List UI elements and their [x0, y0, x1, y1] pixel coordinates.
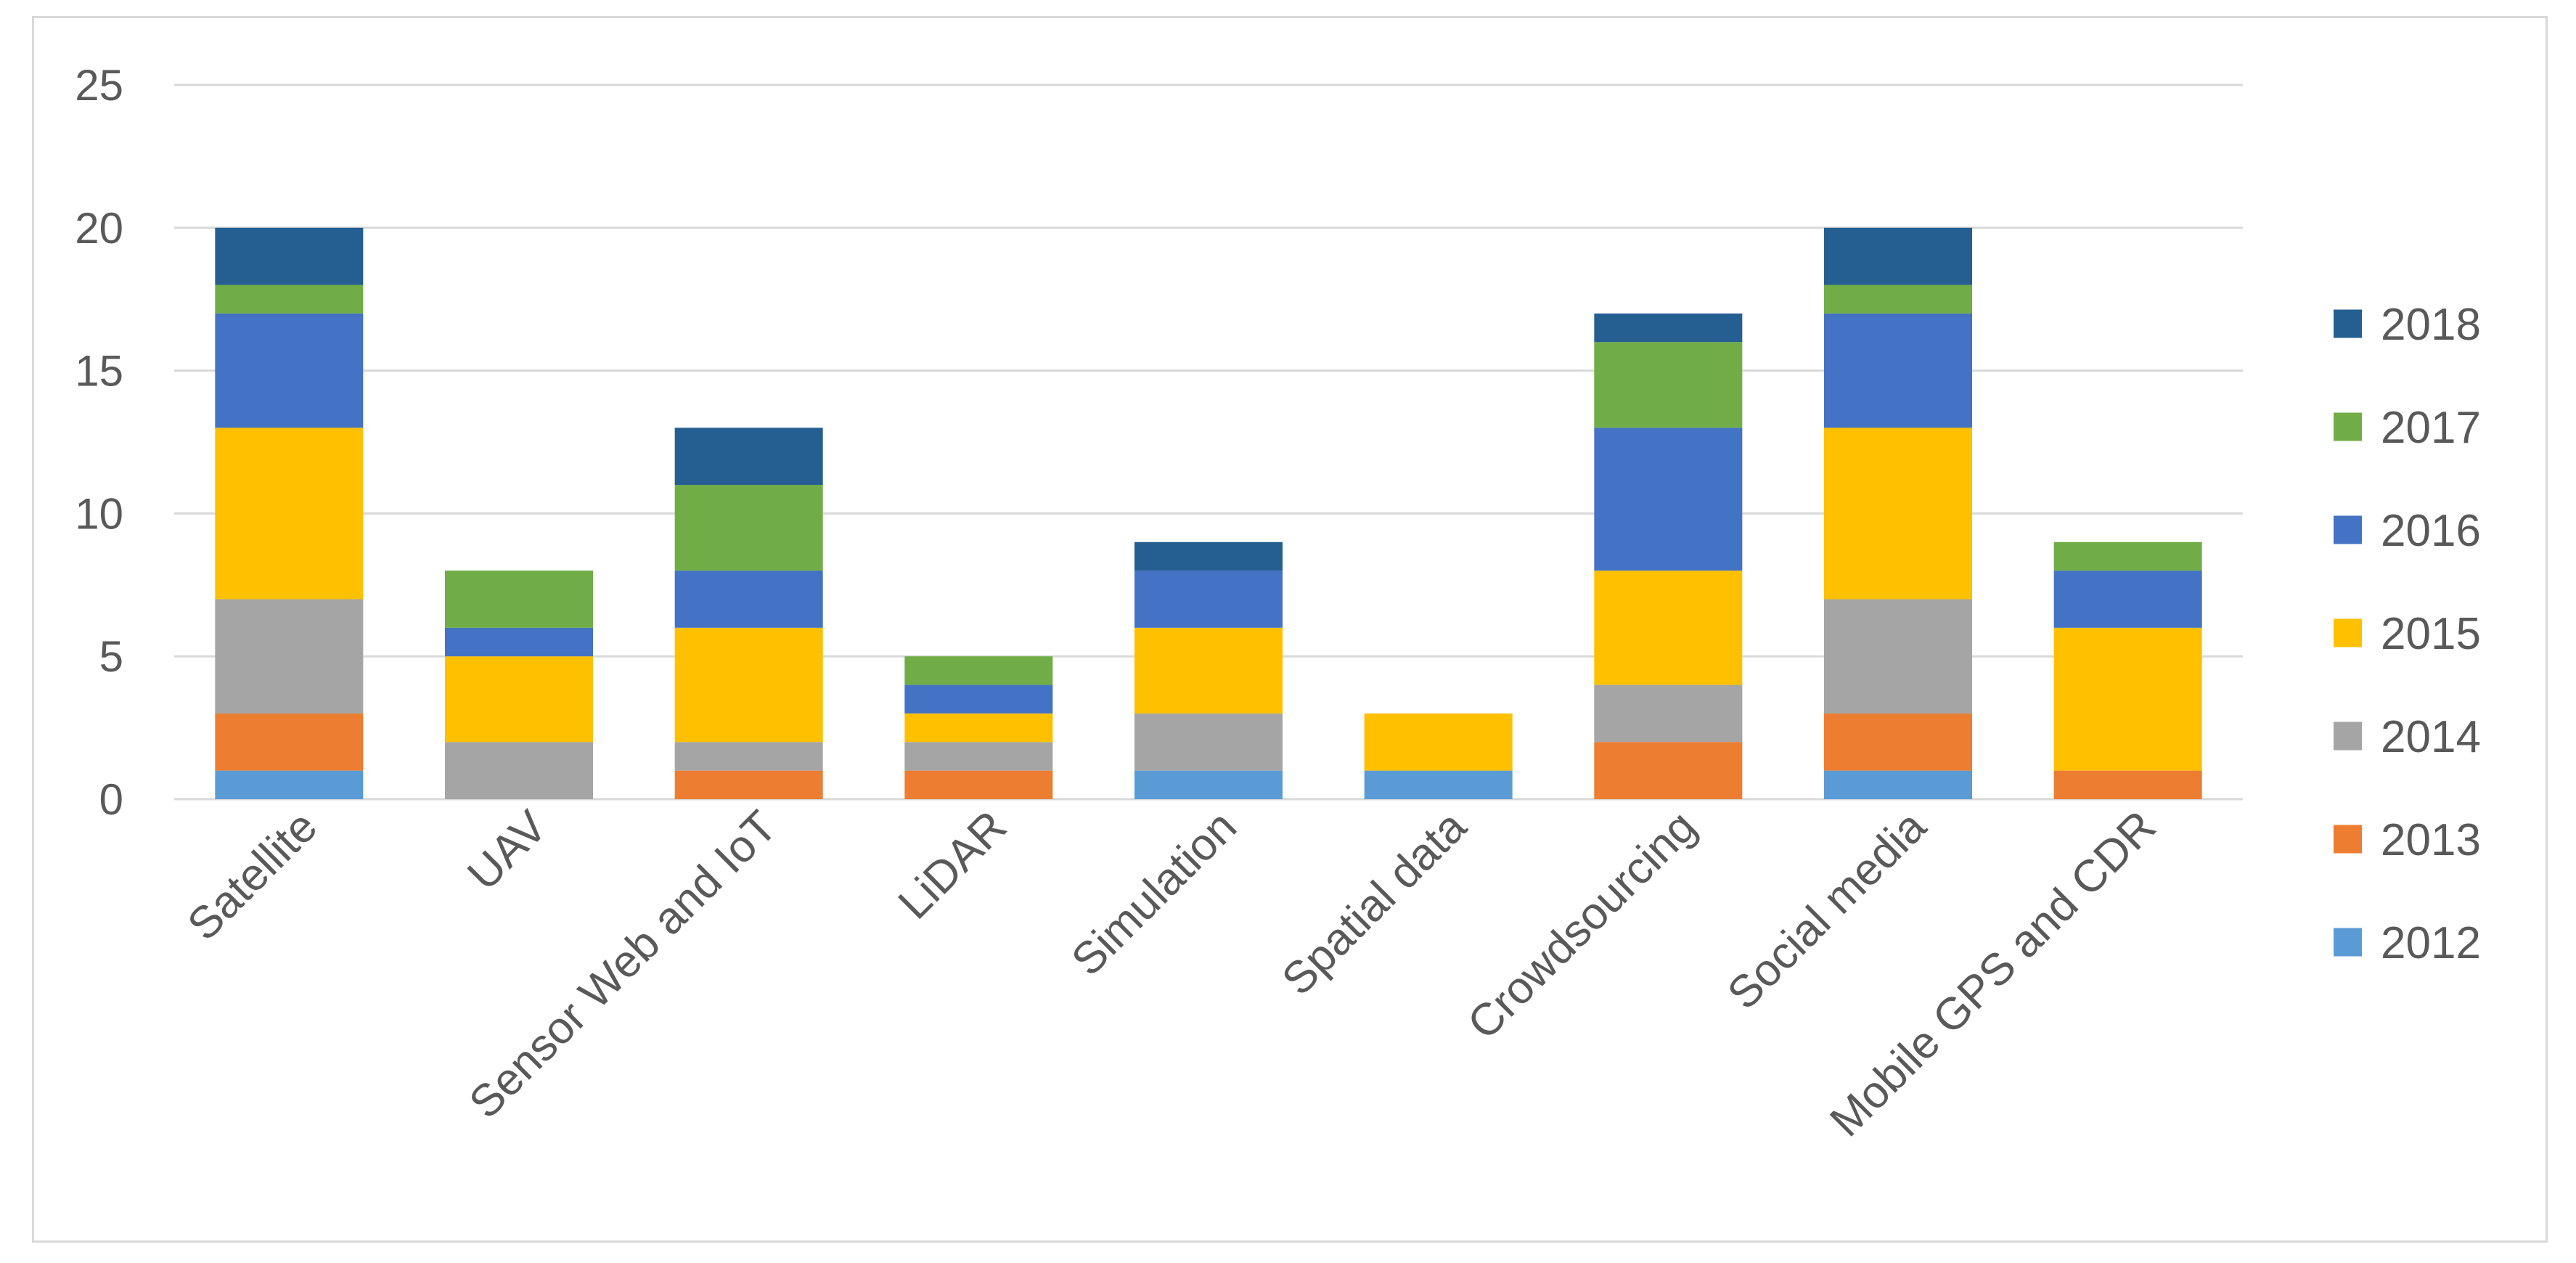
bar-segment-2015: [904, 713, 1053, 743]
bar-segment-2012: [215, 770, 364, 799]
bar-segment-2013: [1594, 742, 1743, 799]
bar-segment-2016: [1134, 571, 1283, 628]
bar-segment-2017: [674, 485, 823, 571]
y-axis-tick-labels: 0 5 10 15 20 25: [75, 61, 123, 824]
bar-stack-simulation: [1134, 541, 1283, 799]
bar-segment-2016: [2053, 571, 2202, 628]
bar-segment-2014: [1824, 599, 1972, 714]
bar-segment-2015: [215, 428, 364, 600]
bar-segment-2018: [1594, 313, 1743, 343]
bar-segment-2017: [1824, 285, 1972, 314]
bar-segment-2017: [215, 285, 364, 314]
bar-stack-uav: [445, 571, 593, 799]
bar-segment-2016: [1824, 313, 1972, 428]
bar-segment-2016: [674, 571, 823, 628]
legend-label: 2018: [2381, 300, 2481, 350]
legend-label: 2012: [2381, 918, 2481, 968]
bar-segment-2012: [1134, 770, 1283, 799]
bar-segment-2015: [1134, 627, 1283, 714]
y-tick-label: 10: [75, 489, 123, 538]
bar-segment-2015: [1824, 428, 1972, 600]
legend-item-2017: 2017: [2334, 403, 2481, 453]
bar-segment-2013: [2053, 770, 2202, 799]
bar-segment-2014: [904, 742, 1053, 771]
legend-label: 2015: [2381, 609, 2481, 659]
bar-segment-2014: [445, 742, 593, 799]
legend-swatch: [2334, 309, 2362, 338]
bar-segment-2016: [1594, 428, 1743, 571]
legend-swatch: [2334, 515, 2362, 544]
legend-label: 2014: [2381, 712, 2481, 762]
x-category-label: Simulation: [1062, 801, 1246, 985]
x-category-label: Spatial data: [1272, 801, 1476, 1005]
bar-segment-2018: [1824, 227, 1972, 285]
bar-stack-crowdsourcing: [1594, 313, 1743, 799]
legend-item-2018: 2018: [2334, 300, 2481, 350]
bar-segment-2012: [1824, 770, 1972, 799]
bar-segment-2017: [904, 656, 1053, 685]
bar-stack-spatial-data: [1364, 713, 1513, 799]
legend-label: 2017: [2381, 403, 2481, 453]
bar-stack-satellite: [215, 227, 364, 799]
bar-segment-2015: [674, 627, 823, 743]
bar-segment-2014: [674, 742, 823, 771]
bar-segment-2017: [2053, 541, 2202, 571]
bar-segment-2017: [445, 571, 593, 628]
legend-label: 2016: [2381, 506, 2481, 556]
x-category-label: Social media: [1718, 801, 1936, 1019]
legend-item-2014: 2014: [2334, 712, 2481, 762]
x-category-label: Crowdsourcing: [1458, 801, 1706, 1049]
bar-stack-lidar: [904, 656, 1053, 799]
bar-stack-mobile-gps-and-cdr: [2053, 541, 2202, 799]
bar-segment-2013: [1824, 713, 1972, 771]
bar-segment-2016: [445, 627, 593, 657]
bar-segment-2012: [1364, 770, 1513, 799]
x-category-label: UAV: [458, 801, 557, 900]
legend-label: 2013: [2381, 815, 2481, 865]
bar-segment-2015: [1364, 713, 1513, 771]
bar-stack-sensor-web-and-iot: [674, 428, 823, 799]
legend-swatch: [2334, 928, 2362, 957]
bar-segment-2013: [904, 770, 1053, 799]
legend-swatch: [2334, 722, 2362, 751]
y-tick-label: 0: [99, 775, 123, 824]
bar-segment-2013: [215, 713, 364, 771]
legend-swatch: [2334, 618, 2362, 647]
legend: 2018 2017 2016 2015 2014 2013 2012: [2334, 300, 2481, 968]
bar-segment-2016: [904, 684, 1053, 714]
y-tick-label: 5: [99, 632, 123, 681]
legend-item-2016: 2016: [2334, 506, 2481, 556]
bar-segment-2015: [2053, 627, 2202, 771]
legend-item-2012: 2012: [2334, 918, 2481, 968]
bar-segment-2017: [1594, 342, 1743, 428]
bar-segment-2014: [1594, 684, 1743, 743]
bar-segment-2015: [445, 656, 593, 743]
bar-segment-2014: [215, 599, 364, 714]
legend-swatch: [2334, 412, 2362, 441]
bar-segment-2015: [1594, 571, 1743, 685]
bar-segment-2018: [674, 428, 823, 486]
y-tick-label: 25: [75, 61, 123, 110]
bar-segment-2018: [1134, 541, 1283, 571]
legend-item-2013: 2013: [2334, 815, 2481, 865]
bar-segment-2013: [674, 770, 823, 799]
bar-stack-social-media: [1824, 227, 1972, 799]
x-category-label: Satellite: [178, 801, 327, 950]
bars: [215, 227, 2202, 799]
y-tick-label: 20: [75, 204, 123, 253]
bar-segment-2014: [1134, 713, 1283, 771]
legend-item-2015: 2015: [2334, 609, 2481, 659]
bar-segment-2016: [215, 313, 364, 428]
bar-segment-2018: [215, 227, 364, 285]
legend-swatch: [2334, 825, 2362, 854]
x-category-label: LiDAR: [889, 801, 1016, 928]
y-tick-label: 15: [75, 347, 123, 396]
